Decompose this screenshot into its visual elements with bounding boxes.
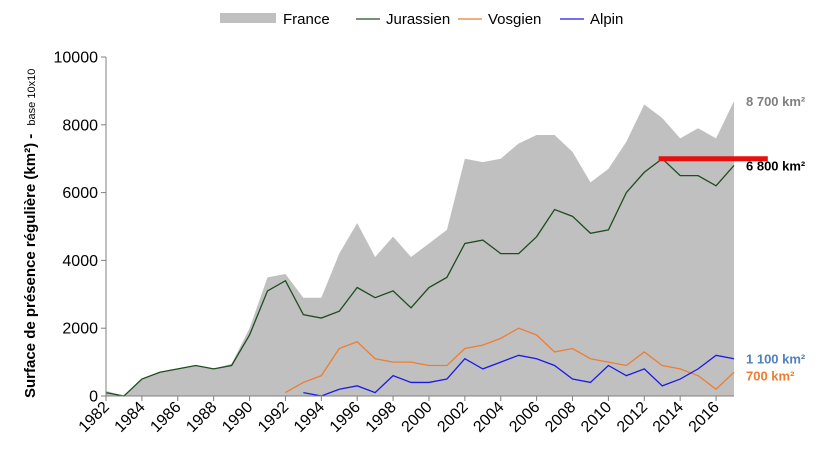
x-tick-label: 1998 [363,399,400,436]
y-axis-title: Surface de présence régulière (km²) - ba… [22,69,39,398]
x-tick-label: 2012 [614,399,651,436]
y-tick-label: 8000 [62,117,98,134]
alpin-line [303,354,735,397]
x-tick-label: 1988 [183,399,220,436]
x-tick-label: 1990 [219,399,256,436]
y-tick-label: 4000 [62,253,98,270]
legend-swatch-france [220,13,276,23]
y-axis-label: Surface de présence régulière (km²) - ba… [22,69,39,398]
y-axis-label-main: Surface de présence régulière (km²) - [22,130,39,398]
series-lines-layer [105,157,735,397]
value-annotation: 6 800 km² [746,158,806,173]
y-tick-label: 6000 [62,185,98,202]
legend-label-vosgien: Vosgien [488,11,541,28]
value-annotation: 8 700 km² [746,94,806,109]
y-axis-label-note: base 10x10 [26,69,38,126]
legend-label-alpin: Alpin [590,11,623,28]
x-tick-label: 2002 [434,399,471,436]
x-tick-label: 1992 [255,399,292,436]
value-annotation: 1 100 km² [746,352,806,367]
y-tick-label: 0 [89,389,98,406]
axes [105,57,734,397]
legend: France Jurassien Vosgien Alpin [220,11,623,28]
legend-label-jurassien: Jurassien [386,11,450,28]
y-tick-label: 10000 [54,50,99,67]
x-tick-label: 1994 [291,399,328,436]
x-tick-label: 2000 [399,399,436,436]
france-area [106,101,734,396]
x-tick-label: 1986 [147,399,184,436]
x-tick-label: 1996 [327,399,364,436]
annotations: 8 700 km² 6 800 km² 1 100 km² 700 km² [746,94,806,384]
x-tick-label: 2006 [506,399,543,436]
x-tick-label: 2014 [650,399,687,436]
france-area-layer [106,101,734,396]
x-tick-label: 2016 [686,399,723,436]
x-tick-label: 1984 [112,399,149,436]
jurassien-line [105,157,735,397]
y-tick-label: 2000 [62,321,98,338]
value-annotation: 700 km² [746,369,795,384]
x-tick-label: 2010 [578,399,615,436]
x-tick-label: 2008 [542,399,579,436]
legend-label-france: France [283,11,330,28]
x-tick-label: 2004 [470,399,507,436]
x-tick-label: 1982 [76,399,113,436]
vosgien-line [285,327,735,394]
